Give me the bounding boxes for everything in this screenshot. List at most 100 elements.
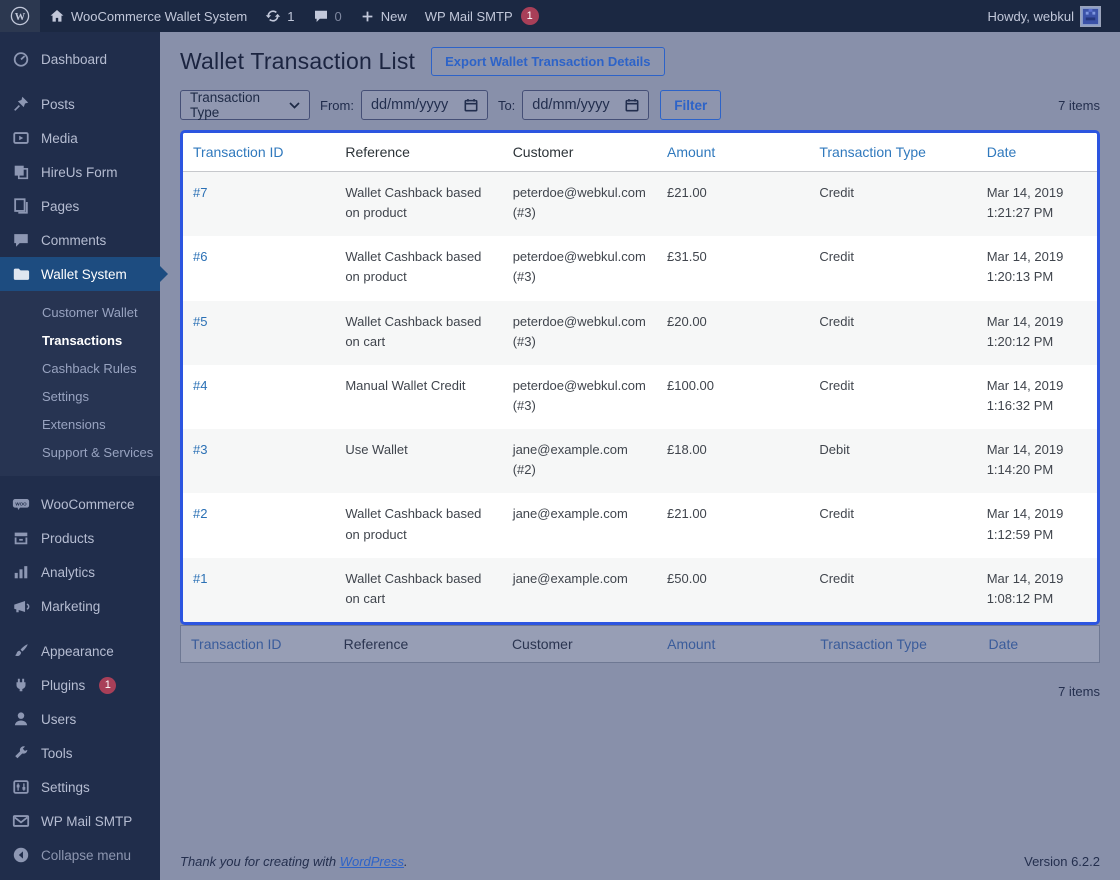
chevron-down-icon	[289, 101, 300, 109]
transaction-id-link[interactable]: #4	[193, 377, 208, 393]
woocommerce-icon: WOO	[11, 495, 31, 513]
sidebar-item-hireus-form[interactable]: HireUs Form	[0, 155, 160, 189]
sidebar-item-dashboard[interactable]: Dashboard	[0, 42, 160, 76]
date-cell: Mar 14, 2019 1:21:27 PM	[986, 185, 1064, 221]
column-header-transaction-type[interactable]: Transaction Type	[809, 133, 977, 172]
footer-thanks-text: Thank you for creating with WordPress.	[180, 854, 408, 869]
admin-footer: Thank you for creating with WordPress. V…	[180, 854, 1100, 869]
sidebar-item-posts[interactable]: Posts	[0, 87, 160, 121]
date-cell: Mar 14, 2019 1:20:13 PM	[986, 249, 1064, 285]
sidebar-item-label: Settings	[41, 779, 90, 795]
table-row: #1 Wallet Cashback based on cart jane@ex…	[183, 557, 1097, 622]
reference-cell: Use Wallet	[345, 442, 408, 458]
calendar-icon[interactable]	[625, 98, 639, 112]
customer-cell: peterdoe@webkul.com (#3)	[512, 185, 646, 221]
type-cell: Credit	[819, 506, 855, 522]
transaction-id-link[interactable]: #2	[193, 506, 208, 522]
footer-column-date[interactable]: Date	[988, 635, 1019, 652]
footer-column-reference: Reference	[343, 635, 409, 652]
wp-mail-smtp-menu[interactable]: WP Mail SMTP 1	[416, 0, 548, 32]
transaction-id-link[interactable]: #6	[193, 249, 208, 265]
update-count: 1	[287, 8, 295, 24]
transaction-id-link[interactable]: #5	[193, 313, 208, 329]
transaction-id-link[interactable]: #7	[193, 185, 208, 200]
thanks-prefix: Thank you for creating with	[180, 854, 340, 869]
media-icon	[11, 129, 31, 147]
smtp-label: WP Mail SMTP	[424, 8, 513, 24]
column-header-amount[interactable]: Amount	[657, 133, 810, 172]
sidebar-item-settings[interactable]: Settings	[0, 770, 160, 804]
plugin-icon	[11, 676, 31, 694]
sidebar-item-woocommerce[interactable]: WOO WooCommerce	[0, 487, 160, 521]
submenu-item-cashback-rules[interactable]: Cashback Rules	[0, 354, 160, 382]
customer-cell: jane@example.com (#2)	[512, 442, 628, 478]
sidebar-item-wp-mail-smtp[interactable]: WP Mail SMTP	[0, 804, 160, 838]
footer-column-amount[interactable]: Amount	[667, 635, 716, 652]
type-cell: Credit	[819, 377, 855, 393]
footer-column-transaction-type[interactable]: Transaction Type	[820, 635, 927, 652]
bar-chart-icon	[11, 563, 31, 581]
transaction-id-link[interactable]: #3	[193, 442, 208, 458]
megaphone-icon	[11, 597, 31, 615]
sidebar-item-products[interactable]: Products	[0, 521, 160, 555]
wallet-system-submenu: Customer Wallet Transactions Cashback Ru…	[0, 291, 160, 476]
table-row: #7 Wallet Cashback based on product pete…	[183, 171, 1097, 237]
sidebar-item-analytics[interactable]: Analytics	[0, 555, 160, 589]
submenu-item-extensions[interactable]: Extensions	[0, 410, 160, 438]
to-date-input[interactable]	[522, 90, 650, 120]
updates-link[interactable]: 1	[256, 0, 303, 32]
user-icon	[11, 710, 31, 728]
column-header-date[interactable]: Date	[976, 133, 1097, 172]
sidebar-item-media[interactable]: Media	[0, 121, 160, 155]
sidebar-item-appearance[interactable]: Appearance	[0, 634, 160, 668]
sidebar-item-marketing[interactable]: Marketing	[0, 589, 160, 623]
calendar-icon[interactable]	[464, 98, 478, 112]
filter-button[interactable]: Filter	[660, 90, 722, 120]
transaction-id-link[interactable]: #1	[193, 570, 208, 586]
wrench-icon	[11, 744, 31, 762]
type-cell: Debit	[819, 442, 850, 458]
reference-cell: Wallet Cashback based on product	[345, 185, 482, 221]
sidebar-item-collapse-menu[interactable]: Collapse menu	[0, 838, 160, 872]
sidebar-item-users[interactable]: Users	[0, 702, 160, 736]
site-name-link[interactable]: WooCommerce Wallet System	[40, 0, 256, 32]
sidebar-item-plugins[interactable]: Plugins 1	[0, 668, 160, 702]
new-content-menu[interactable]: New	[351, 0, 416, 32]
sidebar-item-wallet-system[interactable]: Wallet System	[0, 257, 168, 291]
date-cell: Mar 14, 2019 1:12:59 PM	[986, 506, 1064, 542]
transaction-type-select-value: Transaction Type	[190, 90, 261, 120]
column-header-transaction-id[interactable]: Transaction ID	[183, 133, 336, 172]
updates-icon	[265, 8, 281, 24]
submenu-item-support-services[interactable]: Support & Services	[0, 438, 160, 466]
filter-bar: Transaction Type From: To: Filter 7 item…	[180, 89, 1100, 121]
sidebar-item-label: WP Mail SMTP	[41, 813, 133, 829]
sidebar-item-label: WooCommerce	[41, 496, 135, 512]
export-wallet-transactions-button[interactable]: Export Wallet Transaction Details	[431, 47, 665, 76]
to-date-field[interactable]	[532, 97, 615, 113]
wordpress-link[interactable]: WordPress	[339, 854, 404, 869]
thanks-suffix: .	[404, 854, 408, 869]
products-icon	[11, 529, 31, 547]
footer-column-transaction-id[interactable]: Transaction ID	[191, 635, 282, 652]
from-date-field[interactable]	[370, 97, 453, 113]
wordpress-logo-menu[interactable]: W	[0, 0, 40, 32]
sidebar-item-pages[interactable]: Pages	[0, 189, 160, 223]
from-date-input[interactable]	[360, 90, 488, 120]
submenu-item-settings[interactable]: Settings	[0, 382, 160, 410]
amount-cell: £20.00	[667, 313, 707, 329]
type-cell: Credit	[819, 313, 855, 329]
sidebar-item-comments[interactable]: Comments	[0, 223, 160, 257]
sidebar-item-label: HireUs Form	[41, 164, 118, 180]
submenu-item-customer-wallet[interactable]: Customer Wallet	[0, 298, 160, 326]
howdy-account-menu[interactable]: Howdy, webkul	[979, 0, 1110, 32]
transaction-type-select[interactable]: Transaction Type	[180, 90, 310, 120]
comments-link[interactable]: 0	[304, 0, 351, 32]
customer-cell: jane@example.com	[512, 506, 628, 522]
sidebar-item-tools[interactable]: Tools	[0, 736, 160, 770]
version-label: Version 6.2.2	[1024, 854, 1100, 869]
comments-icon	[11, 231, 31, 249]
reference-cell: Manual Wallet Credit	[345, 377, 466, 393]
submenu-item-transactions[interactable]: Transactions	[0, 326, 160, 354]
sidebar-item-label: Marketing	[41, 598, 101, 614]
home-icon	[49, 8, 65, 24]
